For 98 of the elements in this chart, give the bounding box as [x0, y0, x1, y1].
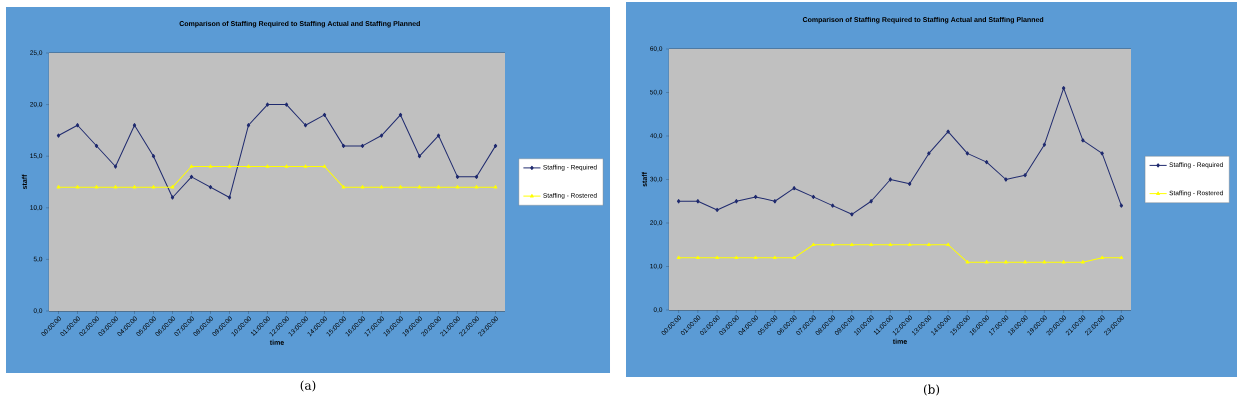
point — [208, 164, 213, 168]
point — [1061, 260, 1066, 264]
point — [455, 185, 460, 189]
point — [927, 242, 931, 247]
point — [965, 260, 970, 264]
point — [850, 212, 854, 217]
point — [1004, 260, 1008, 264]
point — [946, 242, 951, 247]
point — [379, 185, 384, 189]
point — [379, 133, 384, 138]
point — [246, 123, 251, 128]
point — [888, 177, 893, 182]
point — [170, 185, 175, 189]
point — [734, 199, 739, 204]
point — [927, 151, 931, 156]
point — [341, 185, 346, 189]
point — [493, 185, 498, 189]
point — [417, 185, 422, 189]
point — [773, 199, 777, 204]
point — [94, 185, 99, 189]
point — [75, 123, 80, 128]
point — [676, 255, 681, 260]
point — [1042, 142, 1047, 147]
point — [170, 195, 175, 200]
point — [56, 185, 61, 189]
point — [1023, 173, 1027, 178]
point — [246, 164, 251, 168]
point — [227, 164, 232, 168]
point — [734, 255, 739, 260]
point — [676, 199, 681, 204]
point — [151, 185, 156, 189]
point — [869, 199, 873, 204]
point — [984, 260, 989, 264]
point — [455, 174, 460, 179]
point — [1100, 255, 1105, 260]
point — [132, 123, 137, 128]
point — [1119, 203, 1124, 208]
point — [792, 186, 796, 191]
point — [869, 242, 874, 247]
point — [811, 242, 816, 247]
point — [360, 185, 365, 189]
point — [341, 143, 346, 148]
point — [715, 255, 720, 260]
point — [984, 160, 989, 165]
point — [907, 181, 912, 186]
point — [132, 185, 137, 189]
point — [850, 242, 854, 247]
point — [151, 154, 156, 159]
point — [474, 174, 479, 179]
point — [696, 255, 700, 260]
point — [189, 174, 194, 179]
point — [303, 164, 308, 168]
point — [792, 255, 797, 260]
point — [474, 185, 479, 189]
point — [417, 154, 422, 159]
point — [907, 242, 912, 247]
point — [1023, 260, 1028, 264]
point — [1119, 255, 1124, 260]
point — [436, 133, 441, 138]
point — [113, 164, 118, 169]
point — [75, 185, 80, 189]
point — [1081, 260, 1085, 264]
point — [398, 112, 403, 118]
point — [322, 112, 327, 118]
point — [753, 255, 758, 260]
point — [322, 164, 327, 168]
point — [493, 143, 498, 148]
point — [1004, 177, 1008, 182]
point — [284, 102, 289, 107]
point — [360, 143, 365, 148]
point — [696, 199, 700, 204]
point — [1042, 260, 1047, 264]
point — [284, 164, 289, 168]
point — [208, 185, 213, 190]
point — [303, 123, 308, 128]
text: (b) — [923, 384, 940, 396]
point — [94, 143, 99, 148]
point — [811, 194, 816, 199]
point — [946, 129, 950, 134]
point — [189, 164, 194, 168]
point — [830, 242, 835, 247]
point — [965, 151, 970, 156]
point — [753, 194, 758, 199]
point — [227, 195, 232, 200]
point — [56, 133, 61, 138]
point — [265, 164, 270, 168]
point — [1081, 138, 1085, 143]
point — [715, 207, 719, 213]
text: (a) — [300, 380, 316, 392]
point — [398, 185, 403, 189]
point — [1100, 151, 1104, 156]
point — [830, 203, 835, 208]
point — [436, 185, 441, 189]
point — [113, 185, 118, 189]
point — [265, 102, 270, 107]
point — [773, 255, 777, 260]
point — [1061, 86, 1066, 91]
point — [888, 242, 893, 247]
